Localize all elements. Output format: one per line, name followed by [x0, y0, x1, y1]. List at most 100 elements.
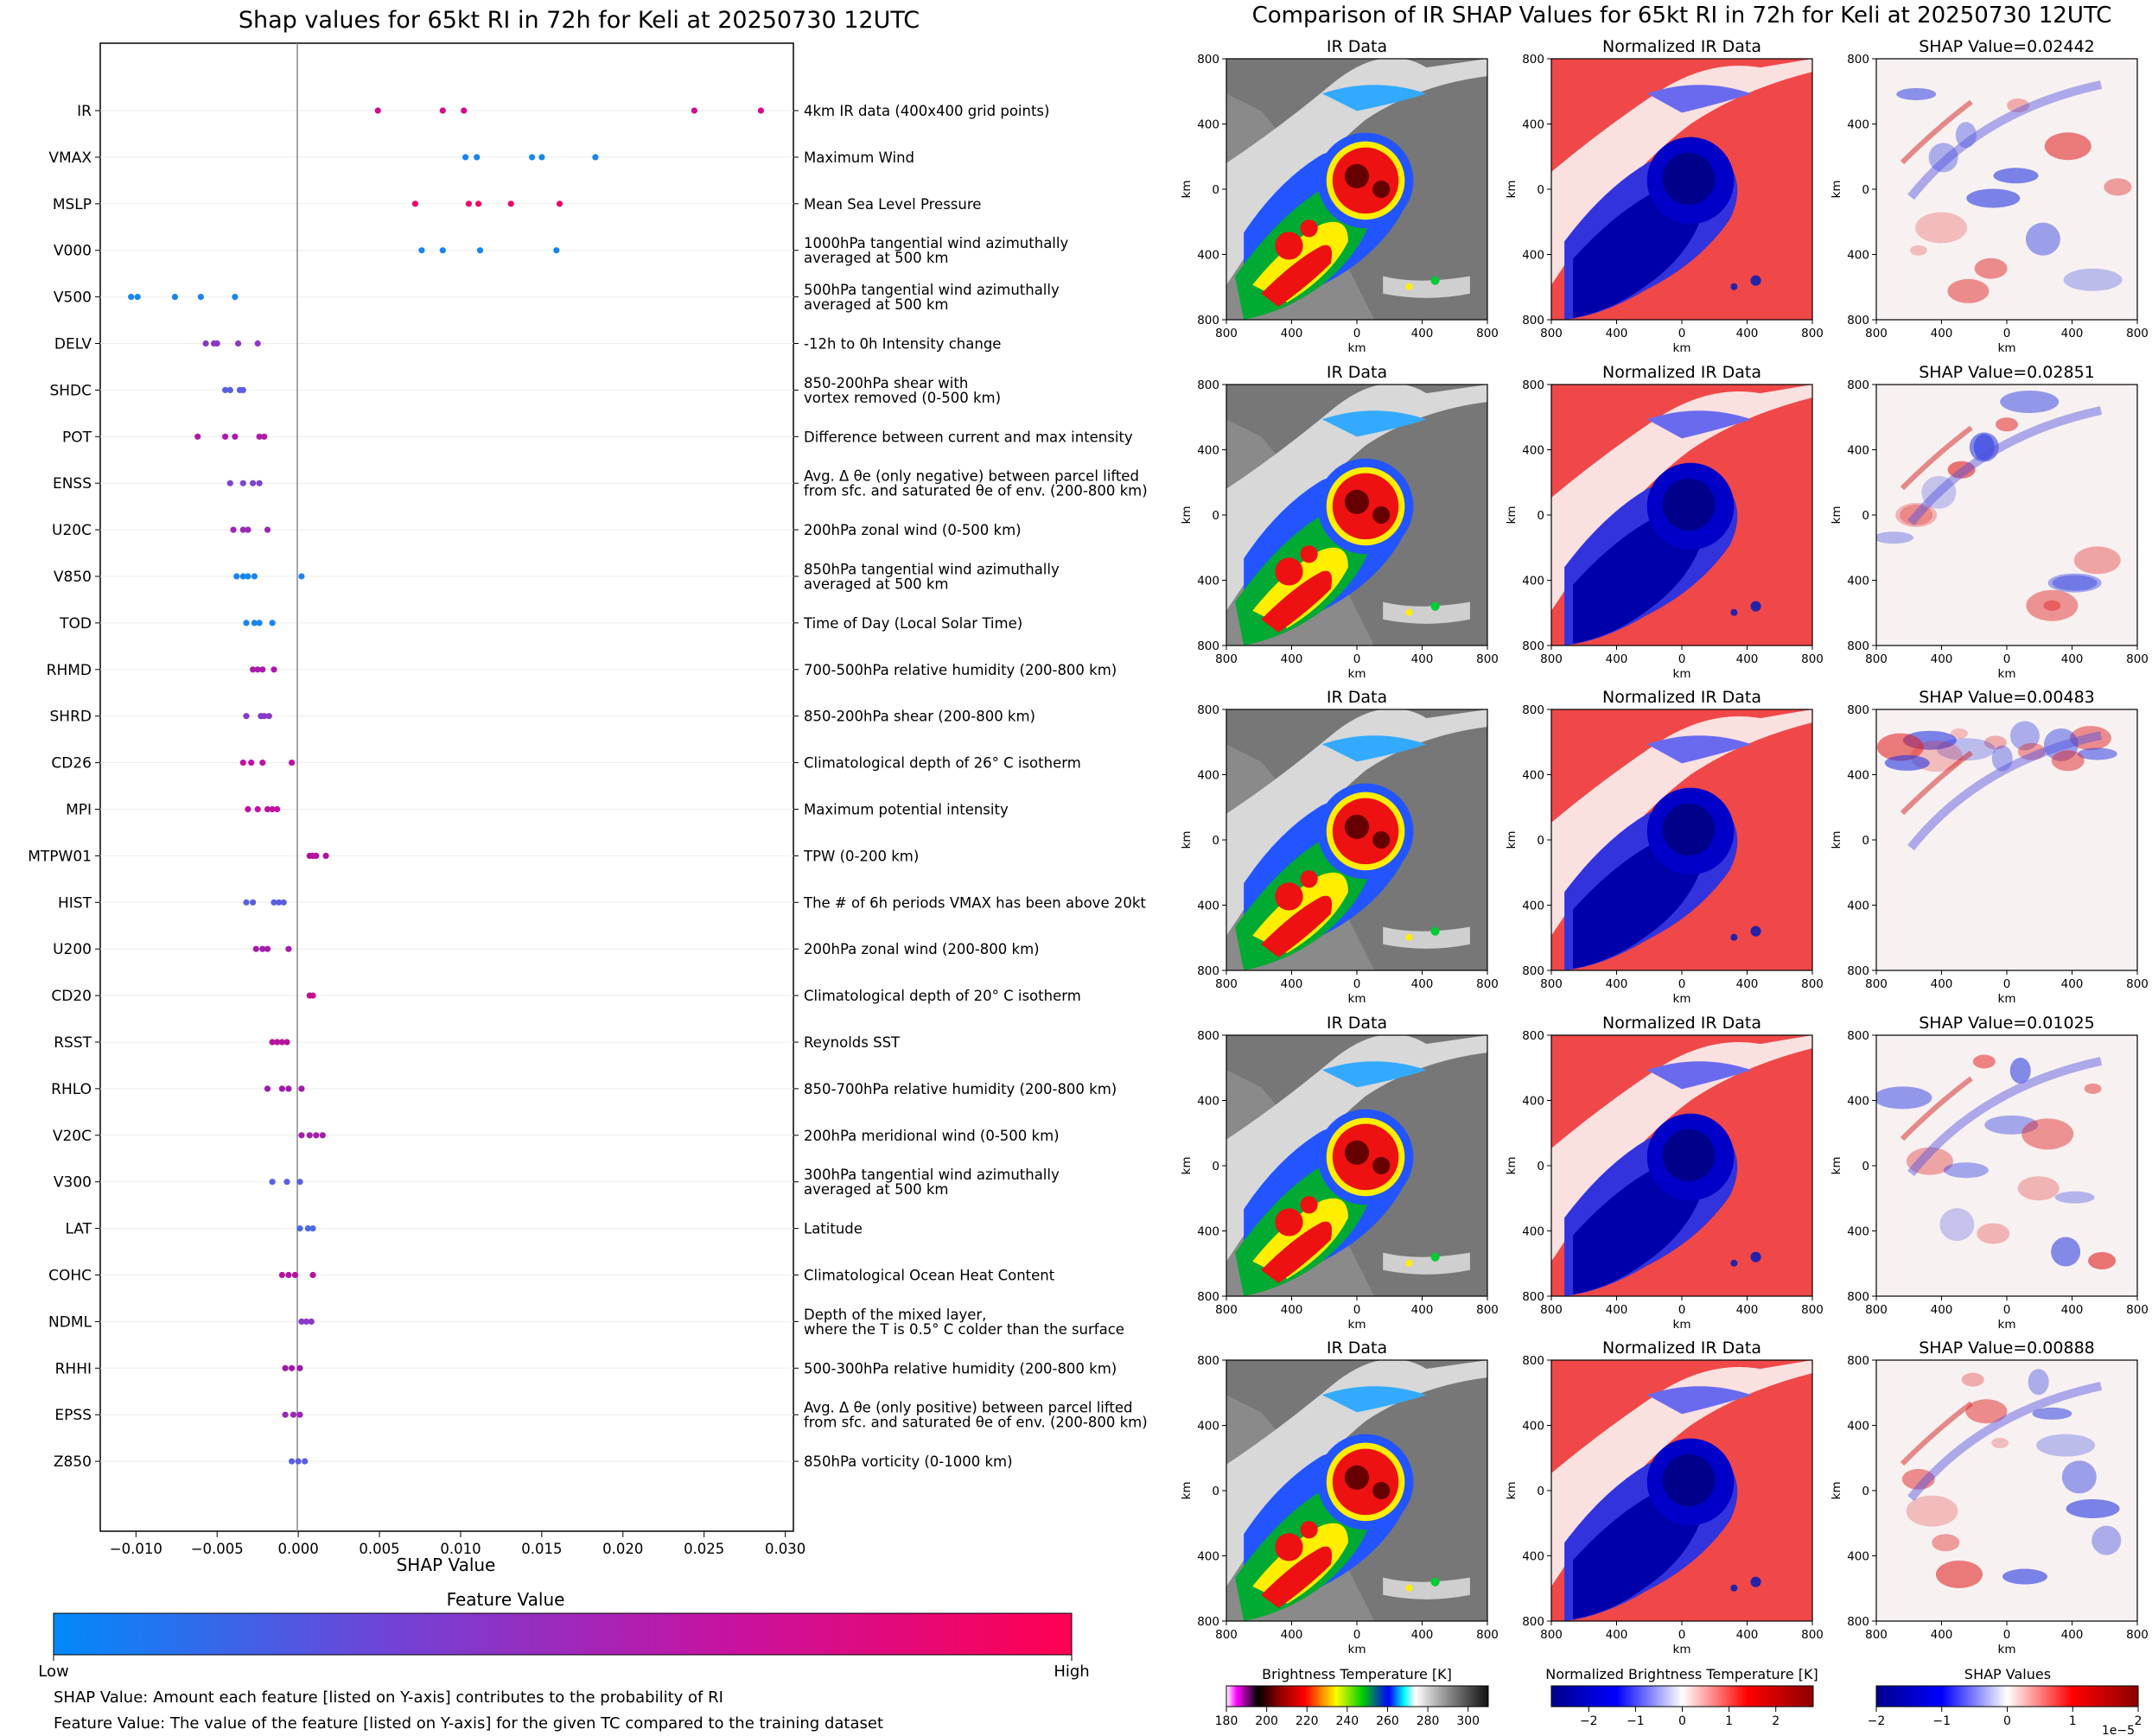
- feature-description: Avg. Δ θe (only positive) between parcel…: [804, 1400, 1133, 1416]
- shap-point: [239, 760, 246, 766]
- ir-image: [1226, 1360, 1487, 1621]
- shap-point: [251, 573, 258, 580]
- colorbar-tick-label: 240: [1335, 1714, 1359, 1728]
- x-tick-label: 800: [1476, 327, 1499, 340]
- shap-point: [304, 1225, 311, 1232]
- x-tick-label: 0: [2003, 977, 2011, 991]
- y-tick-label: 0: [1862, 1160, 1869, 1173]
- feature-row: MSLP Mean Sea Level Pressure: [53, 196, 982, 213]
- feature-description: Depth of the mixed layer,: [804, 1307, 986, 1323]
- y-axis-label: km: [1830, 831, 1843, 849]
- colorbar-tick-label: 200: [1255, 1714, 1278, 1728]
- feature-row: VMAX Maximum Wind: [48, 149, 914, 167]
- y-tick-label: 800: [1522, 639, 1544, 653]
- shap-point: [256, 433, 263, 440]
- panel-title: SHAP Value=0.02442: [1919, 37, 2095, 56]
- shap-point: [171, 294, 178, 301]
- x-tick-label: 0.030: [765, 1541, 805, 1557]
- x-axis-label: km: [1998, 667, 2016, 681]
- shap-image: [1876, 385, 2137, 645]
- shap-point: [222, 386, 229, 393]
- shap-point: [319, 1132, 326, 1139]
- panel-title: IR Data: [1327, 1339, 1387, 1358]
- shap-point: [222, 433, 229, 440]
- shap-point: [243, 620, 250, 626]
- feature-description: Climatological depth of 26° C isotherm: [804, 755, 1081, 772]
- feature-name: V850: [54, 569, 92, 586]
- feature-name: U200: [53, 941, 92, 958]
- normalized-ir-image: [1551, 1035, 1812, 1296]
- x-tick-label: 400: [1931, 652, 1953, 666]
- feature-description: 850-200hPa shear with: [804, 375, 968, 391]
- feature-description: 200hPa zonal wind (0-500 km): [804, 522, 1022, 538]
- x-tick-label: 400: [1931, 1628, 1953, 1642]
- x-tick-label: 800: [2126, 327, 2149, 340]
- shap-point: [278, 1039, 285, 1046]
- shap-point: [128, 294, 135, 301]
- feature-row: LAT Latitude: [65, 1221, 862, 1238]
- y-tick-label: 0: [1212, 183, 1219, 197]
- feature-row: POT Difference between current and max in…: [62, 429, 1133, 446]
- y-axis-label: km: [1505, 181, 1518, 199]
- shap-point: [418, 247, 425, 254]
- y-tick-label: 0: [1537, 1485, 1544, 1498]
- y-tick-label: 400: [1522, 1550, 1544, 1564]
- colorbar-tick-label: 0: [2003, 1714, 2011, 1728]
- colorbar-tick-label: −1: [1627, 1714, 1645, 1728]
- x-tick-label: 0.000: [278, 1541, 319, 1557]
- shap-point: [261, 433, 268, 440]
- shap-point: [289, 1364, 296, 1371]
- shap-point: [239, 480, 246, 486]
- panel-title: Normalized IR Data: [1602, 363, 1761, 382]
- y-axis-label: km: [1180, 506, 1194, 525]
- colorbar-tick-label: 2: [2135, 1714, 2142, 1728]
- x-tick-label: 0: [2003, 1628, 2011, 1642]
- feature-name: SHDC: [49, 382, 92, 399]
- feature-row: CD26 Climatological depth of 26° C isothe…: [51, 755, 1080, 773]
- x-tick-label: 400: [1606, 1628, 1628, 1642]
- image-panel: SHAP Value=0.028518008004004000040040080…: [1830, 363, 2149, 681]
- x-tick-label: 800: [1540, 977, 1563, 991]
- x-tick-label: 400: [1281, 977, 1303, 991]
- y-tick-label: 800: [1522, 378, 1544, 392]
- shap-point: [251, 620, 258, 626]
- y-tick-label: 400: [1197, 249, 1219, 263]
- feature-name: NDML: [48, 1313, 92, 1331]
- shap-point: [265, 713, 272, 720]
- panel-title: Normalized IR Data: [1602, 37, 1761, 56]
- feature-description: averaged at 500 km: [804, 296, 948, 313]
- x-tick-label: 800: [1540, 652, 1563, 666]
- feature-row: NDML Depth of the mixed layer,where the T…: [48, 1307, 1124, 1338]
- x-tick-label: 0: [2003, 1303, 2011, 1317]
- normalized-ir-image: [1551, 59, 1812, 320]
- panel-title: SHAP Value=0.01025: [1919, 1014, 2095, 1033]
- shap-point: [302, 1458, 309, 1465]
- x-tick-label: 400: [1931, 977, 1953, 991]
- y-tick-label: 400: [1197, 444, 1219, 458]
- feature-description: Maximum potential intensity: [804, 802, 1009, 818]
- y-axis-label: km: [1505, 506, 1518, 525]
- x-tick-label: 800: [1865, 1628, 1888, 1642]
- feature-row: V300 300hPa tangential wind azimuthallyav…: [54, 1167, 1060, 1198]
- x-axis-label: km: [1998, 1318, 2016, 1332]
- x-axis-label: km: [1998, 1643, 2016, 1657]
- shap-point: [250, 899, 257, 906]
- shap-point: [309, 1271, 316, 1279]
- feature-row: V000 1000hPa tangential wind azimuthallya…: [54, 235, 1069, 266]
- x-tick-label: 400: [1606, 1303, 1628, 1317]
- shap-point: [250, 666, 257, 673]
- x-axis-label: km: [1348, 341, 1366, 355]
- x-tick-label: 0: [1678, 327, 1686, 340]
- x-tick-label: 800: [1215, 977, 1238, 991]
- x-tick-label: −0.010: [110, 1541, 162, 1557]
- x-tick-label: 400: [1411, 1303, 1434, 1317]
- shap-point: [271, 666, 277, 673]
- y-tick-label: 400: [1522, 249, 1544, 263]
- feature-name: VMAX: [48, 149, 92, 167]
- x-tick-label: 800: [1540, 1303, 1563, 1317]
- shap-point: [298, 1085, 305, 1092]
- row-gridlines: [100, 110, 793, 1462]
- x-tick-label: 400: [1281, 327, 1303, 340]
